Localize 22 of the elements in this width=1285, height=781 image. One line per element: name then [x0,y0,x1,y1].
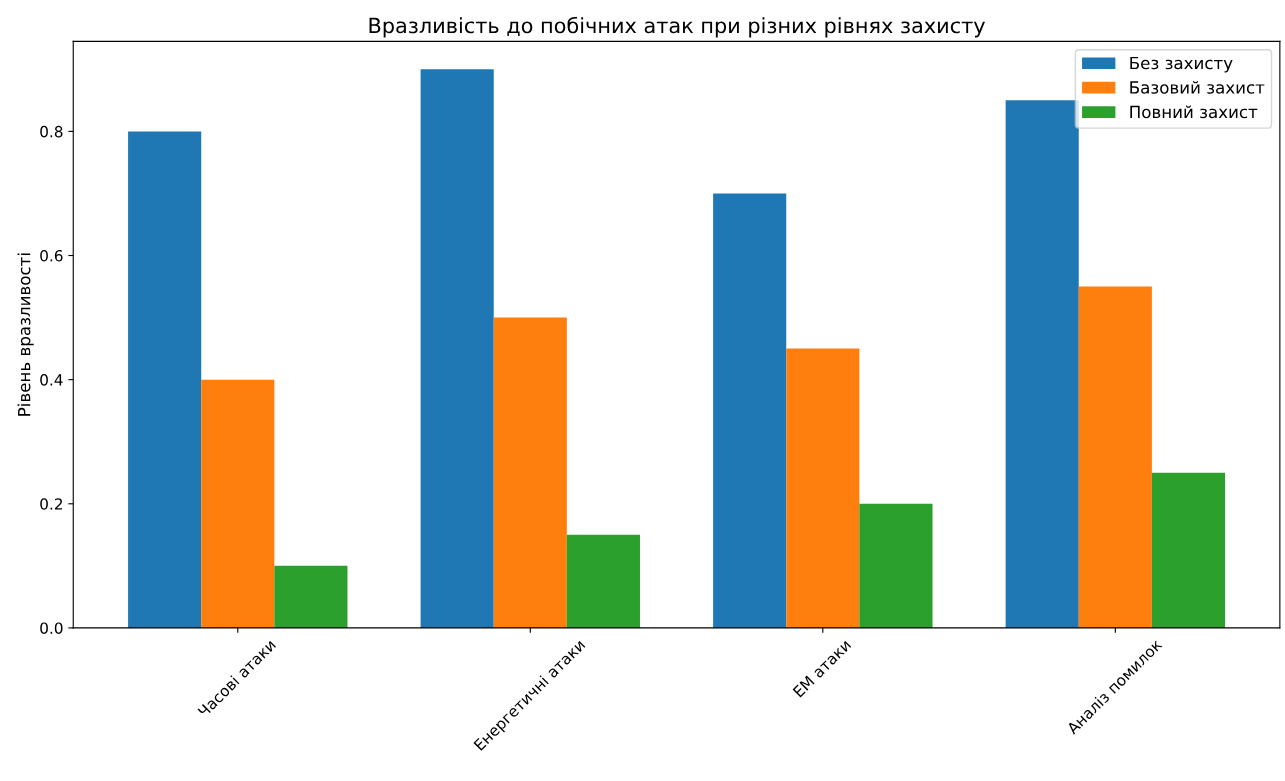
bar [274,565,348,628]
bar [201,379,275,628]
y-tick-label: 0.0 [40,622,63,634]
bar [128,131,202,628]
legend-label: Повний захист [1130,105,1258,119]
y-axis-title: Рівень вразливості [17,253,34,416]
bar [786,348,860,628]
chart-title: Вразливість до побічних атак при різних рівнях захисту [369,16,985,38]
bar [1151,472,1226,628]
bar [420,69,494,628]
y-tick-label: 0.8 [40,125,63,138]
bar [1005,100,1079,628]
bar [566,534,640,628]
y-tick-label: 0.6 [40,249,63,262]
legend-label: Базовий захист [1130,80,1265,94]
bar [859,503,933,628]
bar [713,193,787,628]
legend-label: Без захисту [1130,56,1233,73]
bar [493,317,567,628]
y-tick-label: 0.2 [40,498,62,510]
bar [1078,286,1152,628]
y-tick-label: 0.4 [40,374,63,386]
